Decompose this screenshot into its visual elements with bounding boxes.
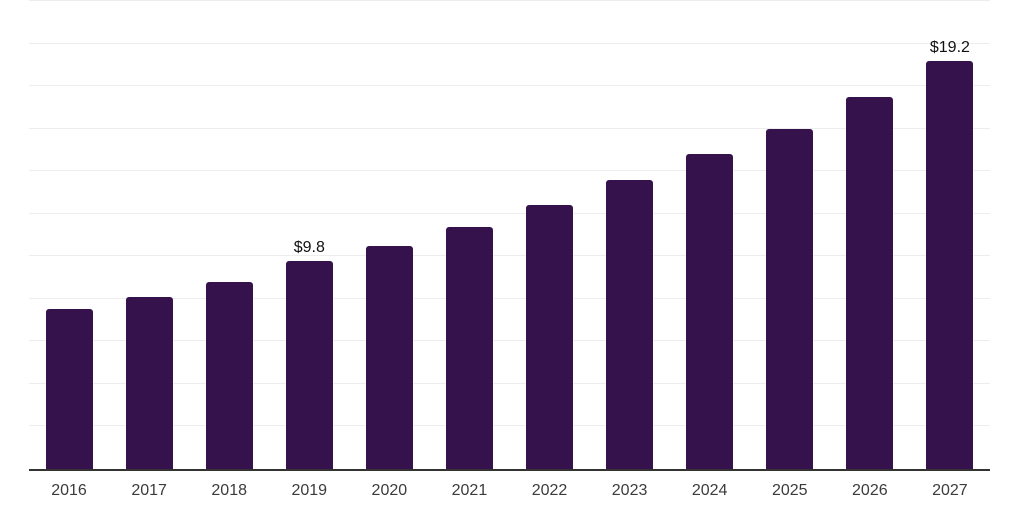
plot-area: $9.8 $19.2 — [29, 0, 990, 471]
bar-slot-2021 — [429, 1, 509, 469]
x-tick-label-2018: 2018 — [211, 482, 247, 499]
gridline — [29, 0, 990, 1]
x-tick-label-2021: 2021 — [451, 482, 488, 499]
bar-slot-2020 — [349, 1, 429, 469]
x-tick-label-2024: 2024 — [691, 482, 728, 499]
gridline — [29, 212, 990, 214]
bar-slot-2023 — [590, 1, 670, 469]
bar-2021 — [445, 226, 493, 469]
bar-value-label-2027: $19.2 — [929, 38, 970, 56]
x-tick-label-2023: 2023 — [611, 482, 648, 499]
gridline — [29, 425, 990, 427]
bar-value-label-2019: $9.8 — [293, 238, 325, 256]
gridline — [29, 170, 990, 172]
bar-slot-2025 — [750, 1, 830, 469]
bar-slot-2026 — [830, 1, 910, 469]
bar-2017 — [125, 296, 173, 469]
x-tick-label-2025: 2025 — [771, 482, 808, 499]
gridline — [29, 127, 990, 129]
x-axis-labels: 2016 2017 2018 2019 2020 2021 2022 2023 2024 2025… — [29, 479, 990, 503]
bar-slot-2027: $19.2 — [910, 1, 990, 469]
bar-2024 — [686, 154, 734, 469]
x-tick-label-2019: 2019 — [291, 482, 328, 499]
x-tick-label-2026: 2026 — [852, 482, 888, 499]
gridline — [29, 340, 990, 342]
bar-slot-2019: $9.8 — [269, 1, 349, 469]
bar-slot-2018 — [189, 1, 269, 469]
bar-2022 — [526, 205, 573, 469]
bar-2020 — [365, 245, 413, 469]
bar-2023 — [606, 179, 654, 469]
x-tick-label-2027: 2027 — [932, 482, 968, 499]
gridline — [29, 382, 990, 384]
x-tick-label-2016: 2016 — [51, 482, 87, 499]
bar-slot-2017 — [109, 1, 189, 469]
bar-2025 — [766, 128, 814, 469]
x-tick-label-2022: 2022 — [531, 482, 568, 499]
gridline — [29, 297, 990, 299]
bar-2026 — [846, 96, 894, 469]
bar-2018 — [205, 281, 253, 469]
bars-container: $9.8 $19.2 — [29, 1, 990, 469]
gridline — [29, 255, 990, 257]
bar-slot-2024 — [670, 1, 750, 469]
bar-2019 — [285, 260, 333, 469]
bar-2027 — [926, 60, 974, 469]
bar-slot-2016 — [29, 1, 109, 469]
gridline — [29, 85, 990, 87]
bar-slot-2022 — [509, 1, 589, 469]
gridline — [29, 42, 990, 44]
x-tick-label-2020: 2020 — [371, 482, 408, 499]
bar-2016 — [45, 309, 93, 469]
x-tick-label-2017: 2017 — [131, 482, 167, 499]
